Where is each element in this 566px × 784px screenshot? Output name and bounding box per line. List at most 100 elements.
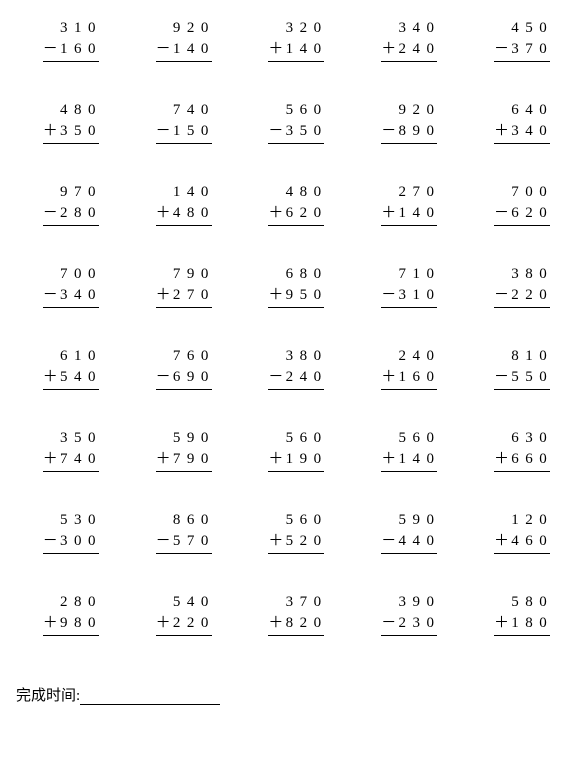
digit: 3 [282,592,296,613]
digit: 3 [395,18,409,39]
digit: 3 [282,18,296,39]
digit: 6 [508,428,522,449]
bottom-number: ＋460 [494,531,550,554]
digit: 4 [296,39,310,60]
operator: ＋ [156,613,170,634]
operator: ＋ [268,203,282,224]
math-problem: 920－890 [354,100,437,144]
operator: ＋ [156,285,170,306]
digit: 0 [536,264,550,285]
operator: － [43,531,57,552]
top-number: 920 [156,18,212,39]
operator: － [494,285,508,306]
digit: 2 [395,613,409,634]
top-number: 590 [156,428,212,449]
digit: 4 [184,39,198,60]
digit: 4 [409,346,423,367]
operator: － [268,121,282,142]
digit: 2 [57,592,71,613]
digit: 0 [536,18,550,39]
digit: 6 [522,531,536,552]
digit: 4 [57,100,71,121]
top-number: 560 [268,428,324,449]
operator: － [156,121,170,142]
bottom-number: ＋660 [494,449,550,472]
bottom-number: －690 [156,367,212,390]
bottom-number: ＋520 [268,531,324,554]
digit: 6 [282,264,296,285]
bottom-number: －340 [43,285,99,308]
digit: 9 [184,449,198,470]
digit: 0 [85,121,99,142]
digit: 8 [522,613,536,634]
top-number: 640 [494,100,550,121]
top-number: 480 [268,182,324,203]
bottom-number: ＋190 [268,449,324,472]
top-number: 740 [156,100,212,121]
footer-label: 完成时间: [16,684,80,705]
digit: 7 [57,449,71,470]
operator: ＋ [156,203,170,224]
bottom-number: －890 [381,121,437,144]
digit: 9 [57,182,71,203]
top-number: 680 [268,264,324,285]
digit: 2 [395,39,409,60]
digit: 3 [57,531,71,552]
top-number: 860 [156,510,212,531]
digit: 2 [296,18,310,39]
digit: 4 [409,39,423,60]
top-number: 380 [268,346,324,367]
digit: 4 [395,531,409,552]
digit: 2 [57,203,71,224]
bottom-number: －350 [268,121,324,144]
bottom-number: ＋340 [494,121,550,144]
digit: 0 [423,203,437,224]
digit: 8 [71,613,85,634]
digit: 8 [282,613,296,634]
digit: 0 [423,510,437,531]
digit: 0 [310,203,324,224]
digit: 0 [423,182,437,203]
digit: 5 [508,367,522,388]
digit: 7 [170,100,184,121]
digit: 2 [522,203,536,224]
bottom-number: ＋540 [43,367,99,390]
bottom-number: －150 [156,121,212,144]
bottom-number: ＋270 [156,285,212,308]
math-problem: 630＋660 [467,428,550,472]
digit: 0 [85,100,99,121]
digit: 0 [536,592,550,613]
math-problem: 740－150 [129,100,212,144]
digit: 0 [310,285,324,306]
top-number: 370 [268,592,324,613]
digit: 7 [409,182,423,203]
digit: 6 [71,39,85,60]
digit: 2 [296,531,310,552]
bottom-number: ＋950 [268,285,324,308]
operator: － [494,203,508,224]
top-number: 560 [268,510,324,531]
digit: 0 [85,39,99,60]
operator: ＋ [381,449,395,470]
operator: － [43,285,57,306]
operator: ＋ [494,531,508,552]
digit: 8 [71,100,85,121]
digit: 4 [508,18,522,39]
digit: 0 [310,264,324,285]
digit: 2 [522,285,536,306]
digit: 8 [522,264,536,285]
digit: 6 [296,510,310,531]
digit: 4 [296,367,310,388]
math-problem: 560－350 [242,100,325,144]
operator: － [494,39,508,60]
math-problem: 340＋240 [354,18,437,62]
operator: ＋ [268,449,282,470]
digit: 0 [536,428,550,449]
digit: 2 [522,510,536,531]
digit: 5 [71,121,85,142]
digit: 4 [170,203,184,224]
digit: 3 [395,592,409,613]
math-problem: 140＋480 [129,182,212,226]
digit: 0 [423,592,437,613]
digit: 9 [409,592,423,613]
